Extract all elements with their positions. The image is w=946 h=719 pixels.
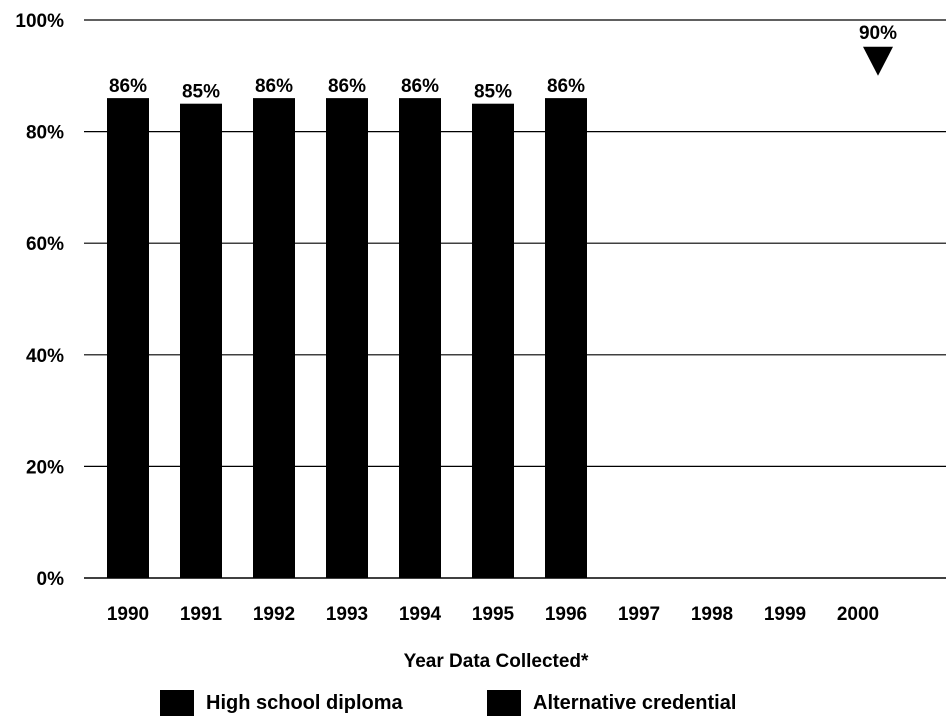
legend-label: Alternative credential [533, 692, 737, 714]
x-tick-label: 1999 [764, 604, 806, 625]
y-tick-label: 20% [26, 457, 64, 478]
legend: High school diploma Alternative credenti… [0, 690, 946, 718]
legend-item-high-school-diploma: High school diploma [160, 690, 403, 716]
x-tick-label: 1996 [545, 604, 587, 625]
bar [545, 98, 587, 579]
x-tick-label: 1995 [472, 604, 515, 625]
x-axis-ticks: 1990 1991 1992 1993 1994 1995 1996 1997 1998 1999… [107, 604, 879, 625]
data-label: 86% [109, 76, 147, 97]
gridlines [84, 19, 946, 579]
data-label: 85% [474, 82, 512, 103]
y-axis-ticks: 0% 20% 40% 60% 80% 100% [15, 11, 64, 590]
x-tick-label: 1997 [618, 604, 660, 625]
bars [107, 98, 587, 579]
x-axis-label: Year Data Collected* [404, 651, 589, 672]
legend-label: High school diploma [206, 692, 403, 714]
y-tick-label: 80% [26, 123, 64, 144]
legend-item-alternative-credential: Alternative credential [487, 690, 736, 716]
legend-swatch [487, 690, 521, 716]
bar-chart: 0%20%40%60%80%100% 86% 85% 86% 86% 86% 85% 86%… [15, 11, 946, 672]
x-tick-label: 1992 [253, 604, 295, 625]
legend-swatch [160, 690, 194, 716]
bar [107, 98, 149, 579]
y-tick-label: 100% [15, 11, 64, 32]
target-triangle [863, 46, 893, 76]
bar [180, 103, 222, 578]
bar [253, 98, 295, 579]
x-tick-label: 1993 [326, 604, 368, 625]
x-tick-label: 2000 [837, 604, 879, 625]
x-tick-label: 1990 [107, 604, 149, 625]
data-label: 85% [182, 82, 220, 103]
data-label: 86% [255, 76, 293, 97]
x-tick-label: 1998 [691, 604, 733, 625]
bar [472, 103, 514, 578]
data-label: 86% [547, 76, 585, 97]
y-tick-label: 0% [37, 569, 65, 590]
y-tick-label: 40% [26, 346, 64, 367]
target-marker: 90% [859, 23, 897, 76]
y-tick-label: 60% [26, 234, 64, 255]
target-label: 90% [859, 23, 897, 44]
x-tick-label: 1994 [399, 604, 442, 625]
bar [399, 98, 441, 579]
data-label: 86% [328, 76, 366, 97]
bar [326, 98, 368, 579]
data-label: 86% [401, 76, 439, 97]
x-tick-label: 1991 [180, 604, 223, 625]
data-labels: 86% 85% 86% 86% 86% 85% 86% [109, 76, 585, 103]
